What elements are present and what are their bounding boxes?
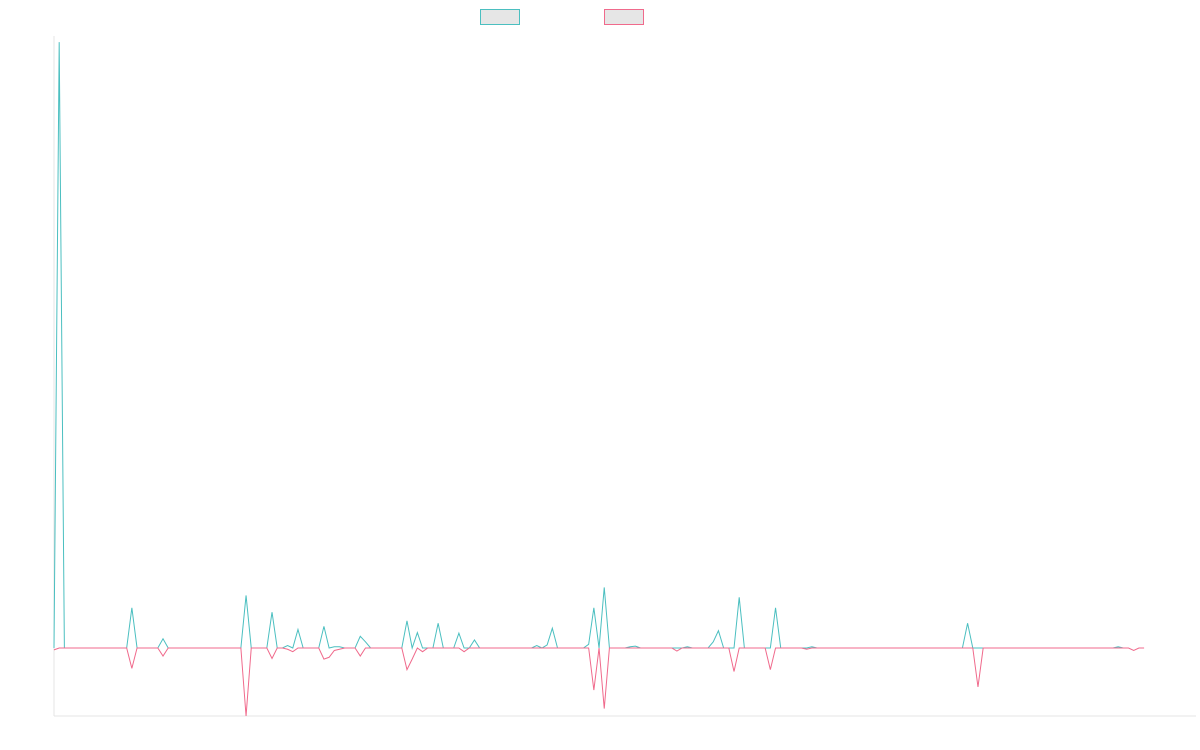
series-line-b[interactable] xyxy=(53,647,1145,717)
chart-axes xyxy=(53,36,1196,717)
legend-swatch-series-a xyxy=(480,9,520,25)
legend-item-series-a[interactable] xyxy=(480,9,526,25)
chart-series-layer xyxy=(53,42,1145,717)
series-line-a[interactable] xyxy=(53,42,1124,650)
chart-legend xyxy=(0,9,1200,27)
legend-item-series-b[interactable] xyxy=(604,9,650,25)
legend-swatch-series-b xyxy=(604,9,644,25)
